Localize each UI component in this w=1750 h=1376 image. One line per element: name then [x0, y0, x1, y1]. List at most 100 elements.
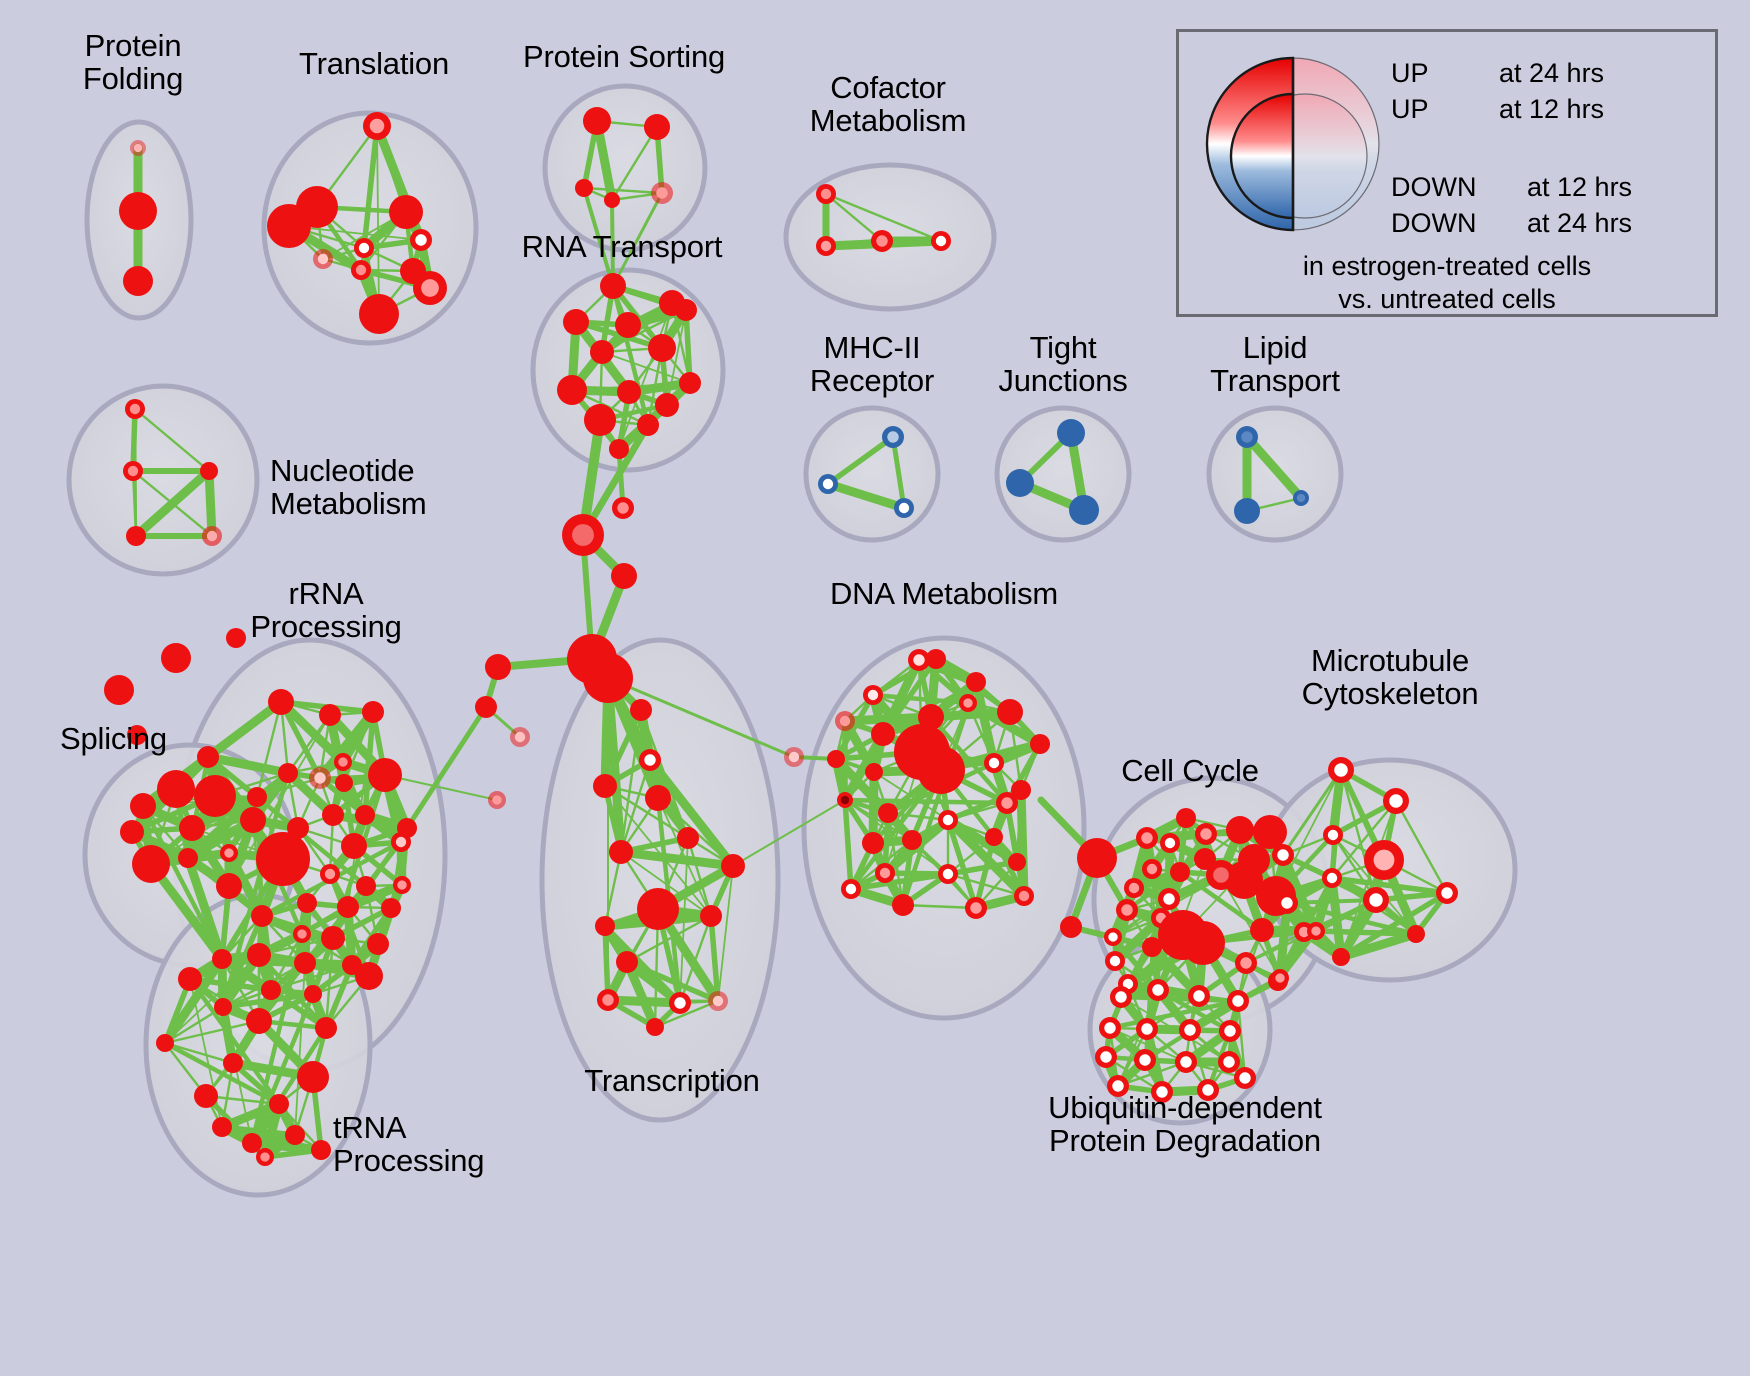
node-outer-ring-24h	[355, 805, 375, 825]
node-outer-ring-24h	[615, 312, 641, 338]
node-outer-ring-24h	[997, 699, 1023, 725]
network-node	[313, 249, 333, 269]
network-edge	[219, 1124, 324, 1153]
node-outer-ring-24h	[584, 404, 616, 436]
network-edge	[361, 123, 380, 251]
cluster-label-cofactor-metabolism: Cofactor Metabolism	[809, 70, 967, 138]
network-node	[123, 266, 153, 296]
node-outer-ring-24h	[178, 967, 202, 991]
network-node	[212, 1117, 232, 1137]
node-inner-core-12h	[913, 654, 925, 666]
network-edge	[945, 859, 1020, 877]
network-node	[278, 763, 298, 783]
network-node	[120, 820, 144, 844]
network-node	[130, 140, 146, 156]
network-node	[226, 628, 246, 648]
cluster-label-cell-cycle: Cell Cycle	[1121, 753, 1259, 788]
network-node	[309, 767, 331, 789]
node-outer-ring-24h	[256, 832, 310, 886]
network-edge	[1394, 799, 1449, 895]
network-node	[104, 675, 134, 705]
network-node	[827, 750, 845, 768]
network-node	[871, 722, 895, 746]
network-edge	[579, 421, 652, 539]
node-inner-core-12h	[963, 698, 973, 708]
network-node	[965, 897, 987, 919]
network-node	[194, 775, 236, 817]
network-edge	[1118, 994, 1241, 1004]
network-edge	[1185, 817, 1281, 979]
network-edge	[131, 469, 138, 538]
node-outer-ring-24h	[335, 774, 353, 792]
node-outer-ring-24h	[367, 933, 389, 955]
node-outer-ring-24h	[609, 840, 633, 864]
network-node	[125, 399, 145, 419]
node-outer-ring-24h	[871, 722, 895, 746]
node-inner-core-12h	[1180, 1056, 1192, 1068]
node-outer-ring-24h	[389, 195, 423, 229]
network-node	[1110, 986, 1132, 1008]
node-inner-core-12h	[1141, 832, 1153, 844]
network-edge	[204, 466, 217, 541]
network-node	[351, 260, 371, 280]
network-node	[630, 699, 652, 721]
network-edge	[160, 954, 227, 1048]
node-outer-ring-24h	[269, 1094, 289, 1114]
network-edge	[1107, 998, 1241, 1031]
node-outer-ring-24h	[156, 1034, 174, 1052]
network-edge	[1336, 929, 1421, 962]
network-node	[1271, 969, 1289, 987]
network-node	[1181, 921, 1225, 965]
node-inner-core-12h	[1146, 863, 1158, 875]
network-node	[1107, 1075, 1129, 1097]
network-edge	[717, 865, 734, 1002]
network-node	[917, 746, 965, 794]
node-outer-ring-24h	[1006, 469, 1034, 497]
node-inner-core-12h	[1193, 990, 1205, 1002]
network-node	[669, 992, 691, 1014]
network-node	[267, 204, 311, 248]
network-node	[393, 876, 411, 894]
network-edge	[624, 959, 721, 1004]
network-node	[926, 649, 946, 669]
network-node	[984, 753, 1004, 773]
network-node	[837, 792, 853, 808]
network-node	[841, 879, 861, 899]
node-inner-core-12h	[674, 997, 686, 1009]
node-outer-ring-24h	[126, 526, 146, 546]
network-node	[612, 497, 634, 519]
node-outer-ring-24h	[575, 179, 593, 197]
node-inner-core-12h	[1240, 957, 1252, 969]
node-outer-ring-24h	[1170, 862, 1190, 882]
network-node	[615, 312, 641, 338]
node-outer-ring-24h	[862, 832, 884, 854]
node-inner-core-12h	[1275, 973, 1285, 983]
cluster-label-rrna-processing: rRNA Processing	[250, 576, 402, 644]
network-node	[1011, 780, 1031, 800]
node-outer-ring-24h	[194, 775, 236, 817]
node-outer-ring-24h	[322, 804, 344, 826]
node-inner-core-12h	[788, 751, 800, 763]
network-edge	[224, 848, 267, 921]
node-outer-ring-24h	[356, 876, 376, 896]
network-node	[637, 414, 659, 436]
network-edge	[163, 1041, 235, 1065]
network-node	[816, 236, 836, 256]
node-outer-ring-24h	[104, 675, 134, 705]
node-outer-ring-24h	[267, 204, 311, 248]
node-outer-ring-24h	[892, 894, 914, 916]
network-node	[1363, 887, 1389, 913]
legend-panel: UP at 24 hrs UP at 12 hrs DOWN at 12 hrs…	[1176, 29, 1718, 317]
network-node	[246, 1008, 272, 1034]
network-edge	[133, 407, 211, 473]
network-node	[1307, 922, 1325, 940]
node-outer-ring-24h	[337, 896, 359, 918]
network-node	[367, 933, 389, 955]
node-inner-core-12h	[397, 880, 407, 890]
network-edge	[278, 699, 323, 781]
network-node	[563, 309, 589, 335]
network-edge	[220, 770, 291, 1010]
node-inner-core-12h	[369, 118, 385, 134]
network-node	[1328, 757, 1354, 783]
legend-footer-line2: vs. untreated cells	[1338, 284, 1556, 314]
